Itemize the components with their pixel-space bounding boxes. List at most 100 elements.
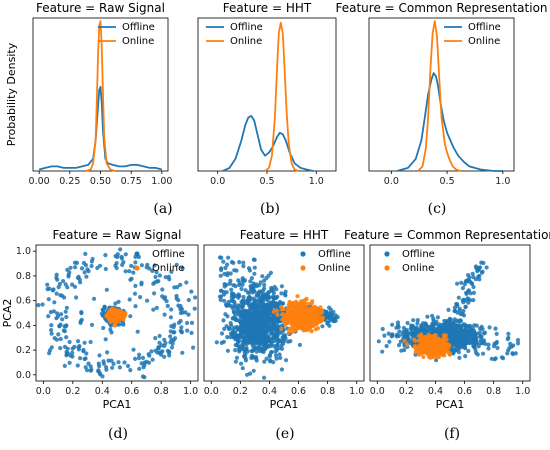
point-offline	[127, 297, 132, 302]
point-offline	[186, 312, 191, 317]
point-offline	[243, 352, 248, 357]
point-offline	[402, 334, 408, 340]
point-offline	[494, 339, 499, 345]
point-offline	[515, 341, 521, 346]
point-offline	[474, 350, 479, 355]
point-offline	[466, 328, 472, 333]
point-offline	[36, 303, 41, 308]
point-offline	[275, 330, 280, 335]
point-offline	[79, 266, 85, 271]
point-offline	[456, 295, 461, 300]
point-online	[295, 294, 300, 299]
x-tick-label: 1.0	[183, 386, 198, 397]
point-online	[287, 326, 293, 331]
point-offline	[109, 330, 114, 335]
point-offline	[436, 325, 441, 330]
point-online	[313, 311, 318, 316]
point-offline	[415, 318, 420, 323]
x-tick-label: 0.0	[370, 386, 385, 397]
point-offline	[431, 322, 436, 327]
point-online	[303, 312, 308, 317]
point-offline	[158, 352, 164, 357]
y-axis-label: PCA2	[1, 299, 14, 328]
point-offline	[178, 282, 183, 287]
point-offline	[189, 289, 194, 294]
point-offline	[457, 355, 462, 360]
point-offline	[135, 329, 140, 334]
legend-label-offline: Offline	[402, 249, 435, 260]
point-offline	[229, 287, 234, 292]
panel-c: Feature = Common Representation 0.0 0.5 1.0…	[335, 1, 547, 187]
point-offline	[127, 269, 132, 274]
point-offline	[474, 323, 479, 328]
point-offline	[99, 311, 104, 316]
point-online	[314, 317, 319, 322]
density-line-online	[417, 20, 461, 172]
point-offline	[231, 315, 236, 321]
point-offline	[253, 355, 259, 360]
point-offline	[88, 364, 93, 369]
point-offline	[274, 356, 279, 361]
point-offline	[230, 327, 236, 332]
point-offline	[252, 310, 257, 315]
point-offline	[464, 330, 469, 335]
point-offline	[167, 349, 172, 355]
point-online	[294, 299, 299, 304]
point-offline	[91, 296, 97, 301]
point-offline	[468, 279, 473, 285]
point-offline	[218, 273, 223, 278]
point-online	[320, 316, 326, 321]
point-offline	[64, 349, 69, 355]
point-offline	[458, 312, 463, 317]
point-offline	[55, 277, 60, 282]
plot-frame	[369, 244, 531, 382]
point-offline	[221, 259, 226, 264]
point-offline	[466, 348, 471, 354]
point-offline	[446, 307, 451, 312]
x-axis-label: PCA1	[270, 398, 299, 411]
point-offline	[279, 291, 284, 296]
point-offline	[434, 319, 439, 324]
point-offline	[140, 355, 146, 360]
point-offline	[265, 297, 270, 302]
point-online	[287, 314, 292, 319]
point-offline	[260, 319, 265, 324]
point-offline	[455, 332, 460, 337]
point-offline	[150, 357, 155, 362]
x-tick-label: 1.0	[309, 176, 324, 187]
point-online	[281, 306, 286, 312]
point-offline	[219, 331, 225, 336]
x-tick-label: 0.0	[36, 386, 51, 397]
point-offline	[103, 337, 108, 342]
point-online	[318, 305, 323, 310]
point-offline	[250, 323, 255, 328]
point-offline	[265, 307, 270, 312]
point-offline	[235, 326, 241, 331]
point-offline	[468, 324, 473, 329]
point-offline	[89, 322, 95, 327]
point-online	[309, 318, 314, 323]
point-offline	[228, 271, 233, 276]
point-offline	[241, 311, 246, 317]
y-tick-label: 0.4	[16, 320, 31, 331]
point-offline	[221, 318, 226, 323]
legend-label-online: Online	[152, 263, 184, 274]
point-offline	[453, 342, 458, 347]
point-online	[301, 305, 306, 310]
panel-caption: (b)	[260, 201, 280, 217]
point-offline	[449, 334, 454, 339]
point-online	[443, 347, 448, 352]
point-offline	[477, 273, 482, 279]
point-offline	[271, 335, 276, 340]
point-online	[286, 302, 291, 307]
point-offline	[461, 313, 467, 318]
point-offline	[123, 269, 128, 274]
x-tick-label: 0.75	[121, 176, 142, 187]
point-offline	[88, 368, 93, 373]
point-offline	[268, 270, 273, 275]
point-offline	[423, 322, 428, 327]
point-offline	[120, 262, 125, 267]
point-offline	[494, 331, 499, 336]
point-offline	[437, 329, 442, 334]
point-offline	[231, 291, 236, 297]
